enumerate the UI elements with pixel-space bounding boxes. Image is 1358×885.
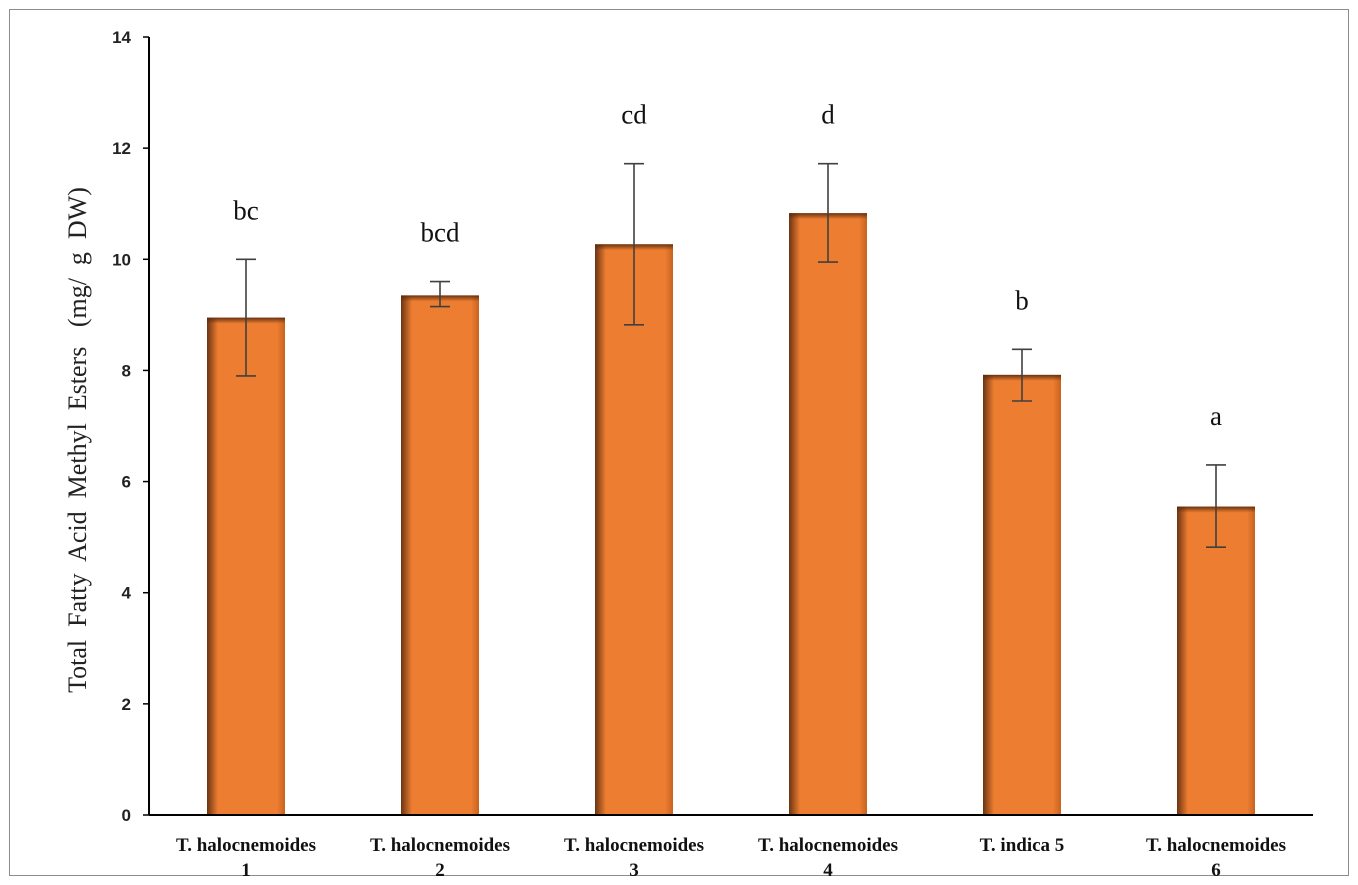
bar <box>983 374 1061 815</box>
y-tick-label: 0 <box>122 806 131 825</box>
bar <box>789 213 867 815</box>
x-category-label: T. indica 5 <box>980 835 1065 856</box>
y-tick-label: 2 <box>122 695 131 714</box>
x-category-label: T. halocnemoides <box>370 835 510 856</box>
x-category-label: 6 <box>1211 860 1221 881</box>
bar <box>1177 506 1255 815</box>
x-category-label: T. halocnemoides <box>176 835 316 856</box>
y-tick-label: 10 <box>112 250 131 269</box>
y-tick-label: 4 <box>122 584 132 603</box>
x-category-label: T. halocnemoides <box>1146 835 1286 856</box>
x-category-label: 3 <box>629 860 639 881</box>
bar <box>207 317 285 815</box>
y-tick-label: 12 <box>112 139 131 158</box>
x-category-label: 1 <box>241 860 251 881</box>
significance-label: b <box>1015 285 1029 315</box>
bar <box>595 244 673 815</box>
significance-label: a <box>1210 401 1222 431</box>
significance-label: bcd <box>421 218 460 248</box>
x-category-label: 4 <box>823 860 833 881</box>
y-tick-label: 14 <box>112 28 131 47</box>
bar <box>401 295 479 816</box>
y-axis-title: Total Fatty Acid Methyl Esters (mg/ g DW… <box>63 187 92 693</box>
significance-label: bc <box>233 195 259 225</box>
x-category-label: T. halocnemoides <box>564 835 704 856</box>
y-tick-label: 8 <box>122 361 131 380</box>
significance-label: cd <box>621 100 647 130</box>
x-category-label: T. halocnemoides <box>758 835 898 856</box>
significance-label: d <box>821 100 835 130</box>
x-category-label: 2 <box>435 860 445 881</box>
y-tick-label: 6 <box>122 473 131 492</box>
